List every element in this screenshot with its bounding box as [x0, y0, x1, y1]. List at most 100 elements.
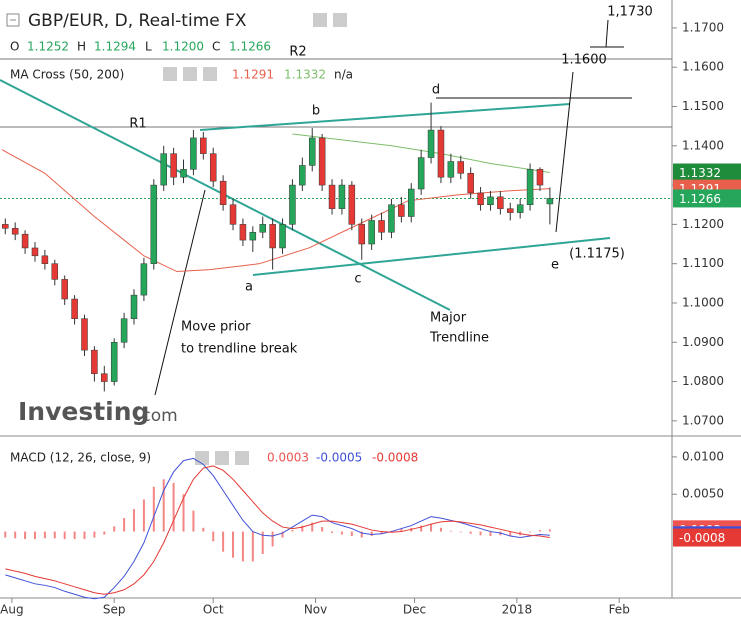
annotation: c	[354, 272, 361, 287]
axis-tag-label: 1.1332	[679, 166, 721, 180]
candle-body	[170, 153, 177, 178]
candle-body	[338, 184, 346, 209]
projection-line	[555, 71, 574, 233]
candle-body	[427, 129, 435, 158]
candle-body	[318, 137, 326, 186]
candle-body	[81, 318, 88, 351]
ma-value: 1.1291	[232, 68, 274, 82]
annotation: R2	[289, 45, 306, 60]
x-tick-label: Feb	[609, 603, 630, 617]
histogram-bar	[281, 531, 284, 538]
candle-body	[51, 263, 59, 280]
annotation: (1.1175)	[569, 247, 625, 262]
chart-title: GBP/EUR, D, Real-time FX	[28, 11, 247, 31]
lower-triangle-line	[252, 237, 611, 276]
histogram-bar	[14, 531, 17, 539]
candle-body	[190, 137, 197, 170]
candle-body	[368, 220, 375, 245]
histogram-bar	[73, 531, 76, 540]
histogram-bar	[459, 531, 462, 533]
histogram-bar	[469, 531, 472, 534]
histogram-bar	[133, 509, 136, 532]
x-tick-label: Sep	[103, 603, 126, 617]
histogram-bar	[489, 531, 492, 537]
indicator-settings[interactable]	[183, 67, 197, 81]
histogram-bar	[93, 531, 96, 538]
move-line	[154, 189, 206, 396]
candle-body	[140, 263, 148, 296]
macd-remove[interactable]	[235, 451, 249, 465]
histogram-bar	[261, 531, 264, 554]
indicator-remove[interactable]	[203, 67, 217, 81]
histogram-bar	[331, 531, 334, 534]
moving-average	[1, 149, 550, 273]
histogram-bar	[321, 527, 324, 532]
macd-line	[5, 465, 550, 595]
histogram-bar	[24, 531, 27, 540]
y-tick-label: 1.0800	[682, 374, 724, 388]
y-tick-label: 1.1700	[682, 20, 724, 34]
candle-body	[447, 161, 455, 178]
candle-body	[229, 204, 237, 225]
histogram-bar	[350, 531, 353, 537]
annotation: 1,1730	[607, 5, 653, 20]
candle-body	[289, 184, 296, 225]
annotation: Move prior	[181, 320, 251, 335]
histogram-bar	[380, 531, 383, 534]
histogram-bar	[4, 531, 7, 538]
axis-tag	[673, 528, 741, 547]
histogram-bar	[142, 499, 145, 532]
macd-visibility[interactable]	[195, 451, 209, 465]
candle-body	[417, 157, 425, 190]
collapse-button[interactable]	[6, 13, 20, 27]
candle-body	[526, 169, 534, 205]
candle-body	[31, 247, 39, 257]
candle-body	[348, 184, 356, 225]
histogram-bar	[360, 531, 363, 538]
watermark: Investing	[18, 397, 149, 426]
histogram-bar	[548, 529, 551, 532]
histogram-bar	[400, 528, 403, 532]
y-tick-label: 0.0100	[682, 449, 724, 463]
ohlc-letter: O	[10, 40, 19, 54]
macd-settings[interactable]	[215, 451, 229, 465]
y-tick-label: 1.1500	[682, 99, 724, 113]
histogram-bar	[538, 530, 541, 532]
candle-body	[408, 188, 415, 217]
axis-tag-label: -0.0008	[679, 531, 725, 545]
indicator-visibility[interactable]	[163, 67, 177, 81]
candle-body	[467, 173, 474, 194]
candle-body	[378, 220, 385, 233]
candle-body	[437, 129, 445, 178]
candle-body	[249, 231, 257, 241]
histogram-bar	[113, 526, 116, 532]
histogram-bar	[182, 494, 185, 532]
candle-body	[150, 184, 158, 264]
candle-body	[516, 204, 524, 213]
watermark-suffix: .com	[136, 406, 178, 426]
macd-value: -0.0005	[316, 451, 362, 465]
histogram-bar	[232, 531, 235, 558]
x-tick-label: 2018	[502, 603, 533, 617]
candle-body	[308, 137, 316, 166]
axis-tag-label: 1.1266	[679, 192, 721, 206]
settings-button[interactable]	[333, 13, 347, 27]
candle-body	[101, 373, 108, 382]
candle-body	[61, 279, 68, 300]
histogram-bar	[222, 531, 225, 552]
annotation: to trendline break	[181, 342, 298, 357]
y-tick-label: 1.1600	[682, 60, 724, 74]
histogram-bar	[33, 531, 36, 540]
candle-body	[130, 294, 138, 319]
y-tick-label: 1.0900	[682, 335, 724, 349]
candle-body	[536, 169, 544, 186]
visibility-button[interactable]	[313, 13, 327, 27]
candle-body	[21, 233, 29, 249]
indicator-title: MA Cross (50, 200)	[10, 68, 124, 82]
histogram-bar	[162, 479, 165, 532]
histogram-bar	[479, 531, 482, 536]
candle-body	[2, 224, 9, 229]
ma-value: 1.1332	[284, 68, 326, 82]
